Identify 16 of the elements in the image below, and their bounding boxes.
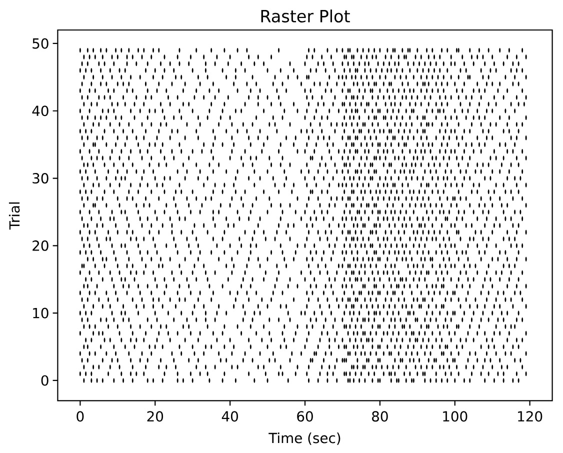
y-tick-label: 30 xyxy=(32,173,48,184)
x-tick-label: 20 xyxy=(147,411,164,422)
chart-title: Raster Plot xyxy=(261,10,350,22)
y-tick-label: 40 xyxy=(32,106,48,116)
x-tick-label: 40 xyxy=(222,411,238,422)
y-tick-label: 10 xyxy=(33,308,48,318)
x-tick-label: 80 xyxy=(372,411,388,422)
x-axis-title: Time (sec) xyxy=(268,432,340,445)
y-tick-label: 0 xyxy=(41,375,48,386)
y-tick-label: 50 xyxy=(32,38,48,49)
x-tick-label: 0 xyxy=(76,411,84,422)
x-tick-label: 60 xyxy=(297,411,313,422)
x-tick-label: 120 xyxy=(518,411,542,422)
y-tick-label: 20 xyxy=(32,240,48,251)
x-tick-label: 100 xyxy=(443,411,468,422)
y-axis-title: Trial xyxy=(8,202,20,230)
